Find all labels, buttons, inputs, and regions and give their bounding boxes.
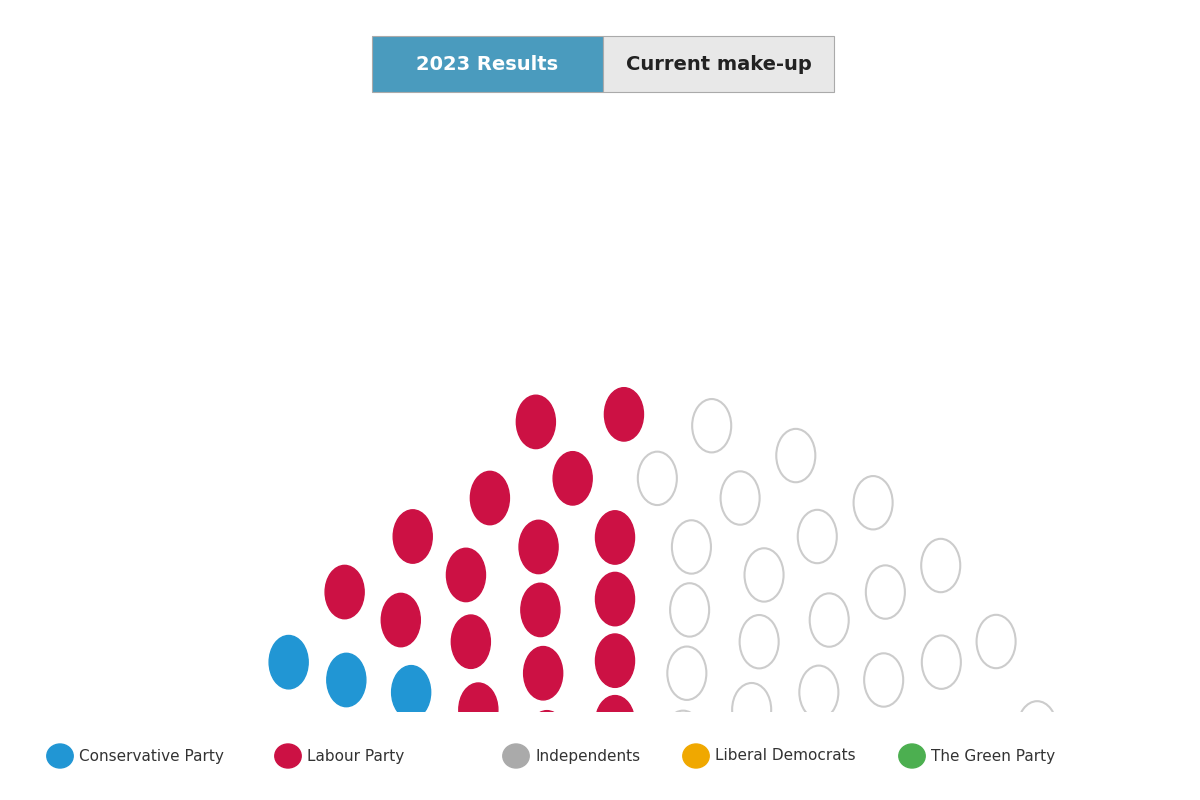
Ellipse shape	[899, 744, 925, 768]
Ellipse shape	[503, 744, 529, 768]
Ellipse shape	[275, 744, 301, 768]
FancyBboxPatch shape	[602, 36, 834, 92]
Ellipse shape	[446, 548, 486, 602]
Text: The Green Party: The Green Party	[931, 749, 1055, 763]
Text: Current make-up: Current make-up	[625, 54, 811, 74]
Ellipse shape	[326, 654, 366, 706]
Ellipse shape	[391, 666, 431, 719]
Ellipse shape	[407, 740, 446, 793]
Text: Conservative Party: Conservative Party	[79, 749, 224, 763]
Ellipse shape	[520, 520, 558, 574]
Ellipse shape	[595, 510, 635, 564]
Text: Liberal Democrats: Liberal Democrats	[715, 749, 856, 763]
Ellipse shape	[458, 683, 498, 736]
Ellipse shape	[527, 710, 566, 764]
Ellipse shape	[605, 388, 643, 441]
Text: Independents: Independents	[535, 749, 641, 763]
Ellipse shape	[683, 744, 709, 768]
Ellipse shape	[523, 646, 563, 700]
Ellipse shape	[47, 744, 73, 768]
Ellipse shape	[269, 635, 308, 689]
Ellipse shape	[516, 395, 556, 449]
Ellipse shape	[553, 452, 592, 505]
Ellipse shape	[325, 566, 364, 618]
Text: Labour Party: Labour Party	[307, 749, 404, 763]
Ellipse shape	[521, 583, 560, 637]
Ellipse shape	[228, 717, 266, 770]
Ellipse shape	[469, 754, 509, 800]
Ellipse shape	[451, 615, 491, 668]
Ellipse shape	[595, 695, 635, 749]
FancyBboxPatch shape	[372, 36, 602, 92]
Ellipse shape	[382, 594, 420, 646]
Ellipse shape	[470, 471, 510, 525]
Ellipse shape	[346, 731, 385, 785]
Text: 2023 Results: 2023 Results	[416, 54, 558, 74]
Ellipse shape	[394, 510, 432, 563]
Ellipse shape	[286, 725, 325, 778]
Ellipse shape	[595, 634, 635, 687]
Ellipse shape	[595, 572, 635, 626]
